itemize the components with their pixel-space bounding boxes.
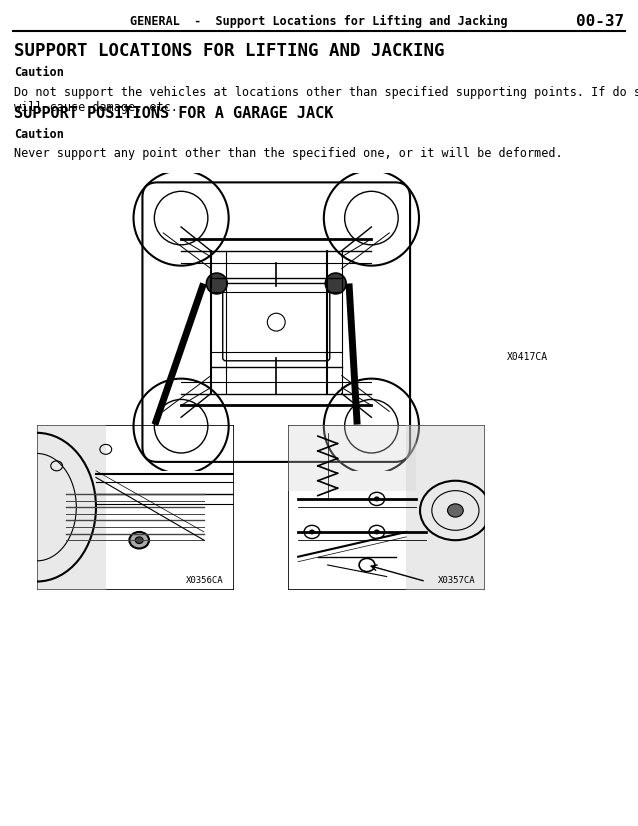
Circle shape: [135, 537, 143, 544]
Text: Caution: Caution: [14, 66, 64, 79]
Circle shape: [447, 504, 463, 517]
Text: SUPPORT POSITIONS FOR A GARAGE JACK: SUPPORT POSITIONS FOR A GARAGE JACK: [14, 107, 334, 121]
Bar: [37, 425, 106, 590]
Circle shape: [309, 529, 315, 534]
Text: Caution: Caution: [14, 128, 64, 141]
Circle shape: [325, 273, 346, 294]
Circle shape: [374, 529, 380, 534]
Circle shape: [206, 273, 227, 294]
Bar: [288, 425, 485, 590]
Text: will cause damage, etc.: will cause damage, etc.: [14, 101, 178, 114]
Text: 00-37: 00-37: [576, 14, 624, 30]
Text: X0356CA: X0356CA: [186, 576, 224, 585]
Circle shape: [374, 496, 380, 501]
Text: Do not support the vehicles at locations other than specified supporting points.: Do not support the vehicles at locations…: [14, 86, 638, 99]
Text: SUPPORT LOCATIONS FOR LIFTING AND JACKING: SUPPORT LOCATIONS FOR LIFTING AND JACKIN…: [14, 42, 445, 60]
Bar: [406, 425, 485, 590]
Text: X0417CA: X0417CA: [507, 352, 548, 362]
Bar: [37, 425, 234, 590]
Text: X0357CA: X0357CA: [438, 576, 475, 585]
Text: Never support any point other than the specified one, or it will be deformed.: Never support any point other than the s…: [14, 147, 563, 160]
Bar: [288, 425, 416, 491]
Circle shape: [130, 532, 149, 548]
Text: GENERAL  -  Support Locations for Lifting and Jacking: GENERAL - Support Locations for Lifting …: [130, 16, 508, 28]
